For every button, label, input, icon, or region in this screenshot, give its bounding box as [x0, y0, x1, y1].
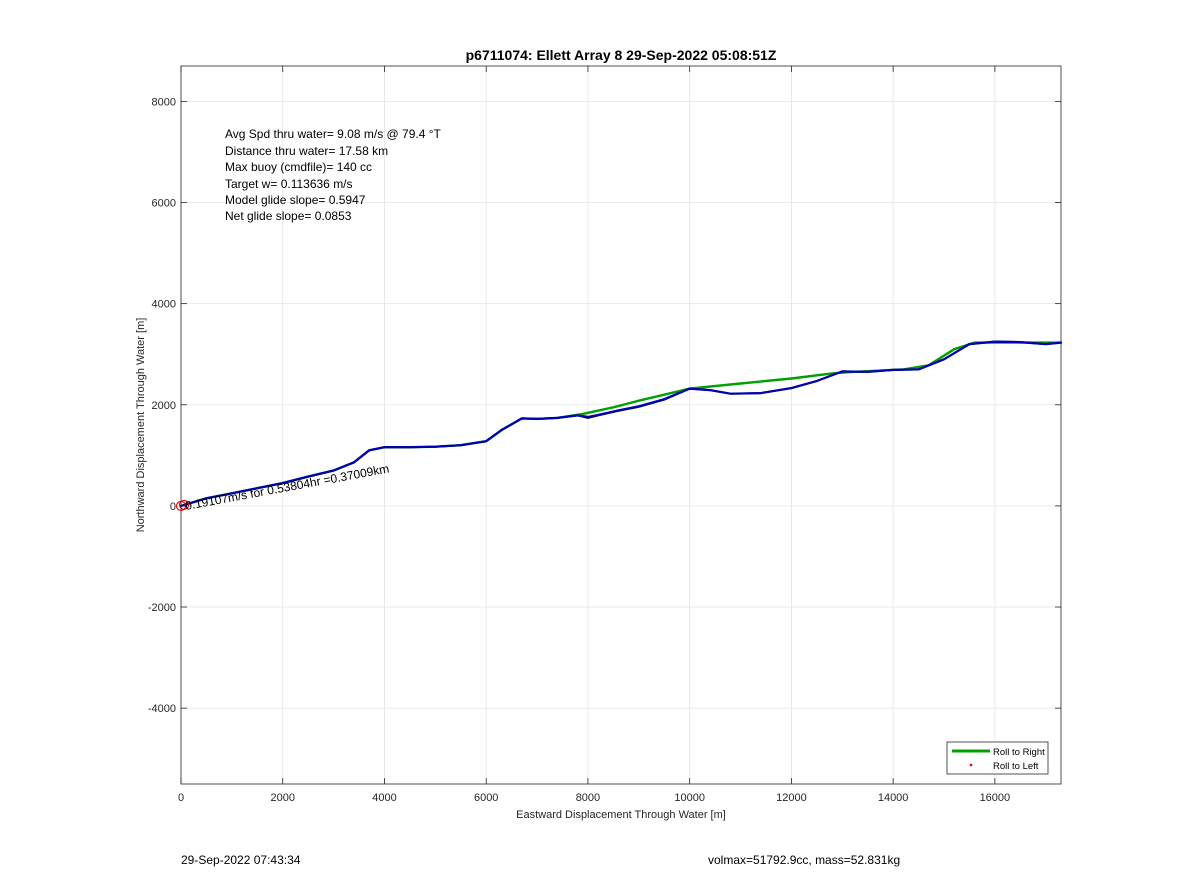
annotation-net-glide-slope: Net glide slope= 0.0853 [225, 209, 352, 223]
x-tick-label: 6000 [474, 792, 498, 804]
chart-title: p6711074: Ellett Array 8 29-Sep-2022 05:… [466, 47, 777, 63]
footer-timestamp: 29-Sep-2022 07:43:34 [181, 853, 301, 867]
y-tick-label: 0 [170, 501, 176, 513]
x-tick-label: 4000 [372, 792, 396, 804]
x-tick-label: 16000 [980, 792, 1011, 804]
start-point-marker [179, 499, 190, 510]
y-tick-label: -4000 [148, 703, 176, 715]
annotation-max-buoy: Max buoy (cmdfile)= 140 cc [225, 160, 372, 174]
y-tick-label: 8000 [152, 96, 176, 108]
x-axis-title: Eastward Displacement Through Water [m] [516, 809, 726, 821]
plot-frame [180, 65, 1062, 785]
y-tick-label: 6000 [152, 198, 176, 210]
x-tick-label: 12000 [776, 792, 807, 804]
annotation-target-w: Target w= 0.113636 m/s [225, 177, 353, 191]
x-tick-label: 0 [178, 792, 184, 804]
annotation-distance: Distance thru water= 17.58 km [225, 144, 388, 158]
legend-roll-right-label: Roll to Right [993, 747, 1045, 758]
legend-roll-left-label: Roll to Left [993, 761, 1039, 772]
x-tick-label: 10000 [674, 792, 705, 804]
footer-volmax-mass: volmax=51792.9cc, mass=52.831kg [708, 853, 901, 867]
y-tick-label: -2000 [148, 602, 176, 614]
legend-box [946, 741, 1049, 775]
x-tick-label: 8000 [576, 792, 600, 804]
plot-background [181, 66, 1061, 784]
series-layer [179, 340, 1063, 508]
y-tick-label: 4000 [152, 299, 176, 311]
grid [180, 66, 1061, 784]
y-tick-label: 2000 [152, 400, 176, 412]
legend: Roll to Right Roll to Left [946, 741, 1049, 775]
y-axis-title: Northward Displacement Through Water [m] [135, 318, 147, 533]
ticks: 0 2000 4000 6000 8000 10000 12000 14000 16000 -40… [148, 66, 1061, 804]
series-line-2 [179, 340, 1063, 507]
info-annotations: Avg Spd thru water= 9.08 m/s @ 79.4 °T D… [225, 127, 442, 223]
annotation-model-glide-slope: Model glide slope= 0.5947 [225, 193, 366, 207]
annotation-avg-speed: Avg Spd thru water= 9.08 m/s @ 79.4 °T [225, 127, 442, 141]
x-tick-label: 14000 [878, 792, 909, 804]
x-tick-label: 2000 [270, 792, 294, 804]
legend-roll-left-swatch [969, 763, 973, 767]
